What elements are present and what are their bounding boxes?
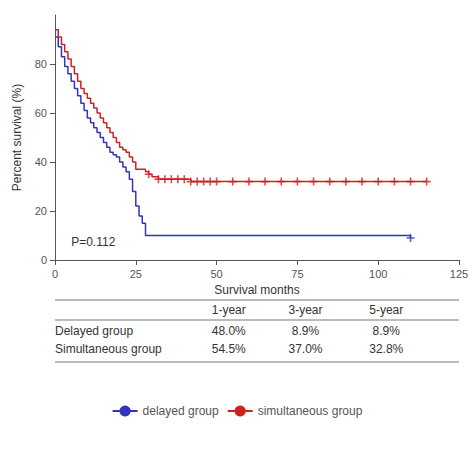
svg-text:125: 125	[450, 268, 468, 280]
svg-text:1-year: 1-year	[212, 303, 246, 317]
svg-text:25: 25	[130, 268, 142, 280]
svg-text:8.9%: 8.9%	[292, 324, 320, 338]
svg-text:54.5%: 54.5%	[212, 342, 246, 356]
svg-text:delayed group: delayed group	[143, 404, 219, 418]
svg-text:32.8%: 32.8%	[369, 342, 403, 356]
svg-text:80: 80	[35, 58, 47, 70]
svg-text:40: 40	[35, 156, 47, 168]
svg-text:8.9%: 8.9%	[373, 324, 401, 338]
svg-text:Delayed group: Delayed group	[55, 324, 133, 338]
svg-text:48.0%: 48.0%	[212, 324, 246, 338]
svg-text:P=0.112: P=0.112	[71, 235, 115, 249]
svg-text:Survival months: Survival months	[214, 283, 299, 297]
svg-text:0: 0	[41, 254, 47, 266]
svg-text:5-year: 5-year	[369, 303, 403, 317]
svg-text:37.0%: 37.0%	[288, 342, 322, 356]
svg-text:3-year: 3-year	[288, 303, 322, 317]
svg-text:50: 50	[210, 268, 222, 280]
svg-text:75: 75	[291, 268, 303, 280]
svg-text:20: 20	[35, 205, 47, 217]
svg-text:60: 60	[35, 107, 47, 119]
svg-text:Percent survival (%): Percent survival (%)	[10, 84, 24, 191]
svg-text:Simultaneous group: Simultaneous group	[55, 342, 162, 356]
svg-text:100: 100	[369, 268, 387, 280]
svg-text:0: 0	[52, 268, 58, 280]
svg-text:simultaneous group: simultaneous group	[258, 404, 363, 418]
